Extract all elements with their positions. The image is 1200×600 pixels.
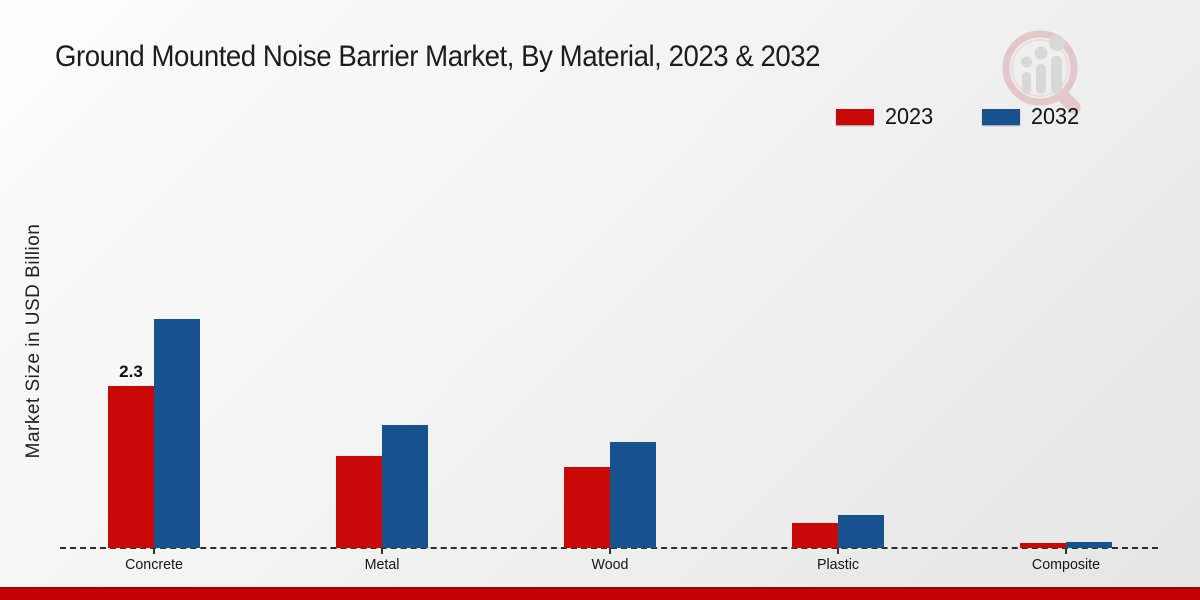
legend-swatch-2023	[836, 108, 874, 125]
bar-concrete-2032	[154, 319, 200, 548]
x-axis-tick	[381, 548, 383, 554]
legend-item-2032: 2032	[982, 103, 1082, 130]
category-label-plastic: Plastic	[817, 556, 859, 573]
footer-accent-bar	[0, 587, 1200, 600]
bar-metal-2032	[382, 425, 428, 548]
legend-item-2023: 2023	[836, 103, 936, 130]
x-axis-tick	[609, 548, 611, 554]
bar-composite-2032	[1066, 542, 1112, 548]
legend: 2023 2032	[836, 103, 1082, 130]
x-axis-tick	[153, 548, 155, 554]
category-label-wood: Wood	[591, 556, 629, 573]
bar-plastic-2032	[838, 515, 884, 548]
x-axis-tick	[1065, 548, 1067, 554]
data-label-concrete-2023: 2.3	[119, 362, 143, 381]
bar-wood-2032	[610, 442, 656, 548]
bar-composite-2023	[1020, 543, 1066, 548]
bar-plastic-2023	[792, 523, 838, 548]
category-label-metal: Metal	[364, 556, 400, 573]
legend-label: 2023	[885, 103, 934, 129]
legend-label: 2032	[1031, 103, 1080, 129]
magnifier-bar-chart-logo-icon	[1002, 30, 1081, 114]
category-label-composite: Composite	[1031, 556, 1101, 573]
chart-title: Ground Mounted Noise Barrier Market, By …	[55, 40, 821, 73]
bar-wood-2023	[564, 467, 610, 548]
bar-concrete-2023	[108, 386, 154, 548]
bar-metal-2023	[336, 456, 382, 548]
x-axis-tick	[837, 548, 839, 554]
category-label-concrete: Concrete	[125, 556, 183, 573]
legend-swatch-2032	[982, 108, 1021, 125]
